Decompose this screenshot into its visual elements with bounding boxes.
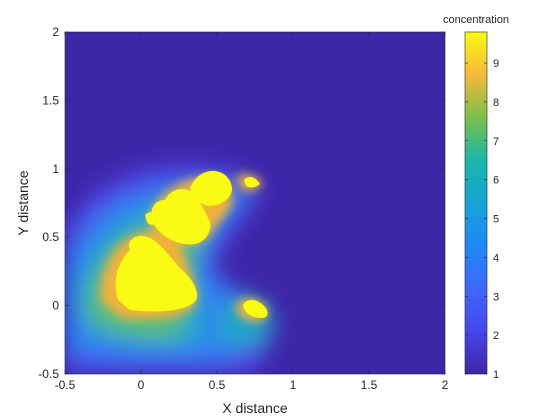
x-tick-label: 2 [442, 378, 449, 392]
x-tick-label: 0 [138, 378, 145, 392]
x-tick-label: 1 [290, 378, 297, 392]
colorbar-tick-label: 3 [493, 291, 499, 303]
plot-frame [64, 31, 446, 375]
y-tick-label: -0.5 [38, 367, 59, 381]
plume-core-5 [243, 299, 268, 318]
colorbar-tick-label: 5 [493, 214, 499, 226]
concentration-field [65, 164, 275, 374]
y-axis-label: Y distance [15, 170, 31, 235]
colorbar-ticks: 1 2 3 4 5 6 7 8 9 [465, 58, 499, 381]
plume-core-3 [190, 170, 232, 206]
y-tick-label: 0.5 [42, 230, 59, 244]
colorbar-title: concentration [443, 14, 509, 26]
plume-core-4 [244, 176, 260, 188]
colorbar-tick-label: 7 [493, 136, 499, 148]
x-axis-ticks: -0.5 0 0.5 1 1.5 2 [55, 32, 449, 392]
colorbar-tick-label: 9 [493, 58, 499, 70]
colorbar-tick-label: 6 [493, 175, 499, 187]
colorbar-tick-label: 1 [493, 369, 499, 381]
y-tick-label: 0 [52, 299, 59, 313]
plume-core-1 [115, 235, 198, 312]
colorbar-tick-label: 2 [493, 330, 499, 342]
y-tick-label: 1 [52, 162, 59, 176]
plume-core-2 [151, 189, 211, 245]
y-tick-label: 1.5 [42, 93, 59, 107]
plume-core-6 [145, 212, 158, 225]
x-axis-label: X distance [222, 400, 288, 416]
x-tick-label: -0.5 [55, 378, 76, 392]
colorbar [464, 31, 488, 375]
colorbar-tick-label: 4 [493, 252, 499, 264]
x-tick-label: 0.5 [209, 378, 226, 392]
x-tick-label: 1.5 [361, 378, 378, 392]
colorbar-tick-label: 8 [493, 97, 499, 109]
y-axis-ticks: -0.5 0 0.5 1 1.5 2 [38, 25, 445, 381]
y-tick-label: 2 [52, 25, 59, 39]
